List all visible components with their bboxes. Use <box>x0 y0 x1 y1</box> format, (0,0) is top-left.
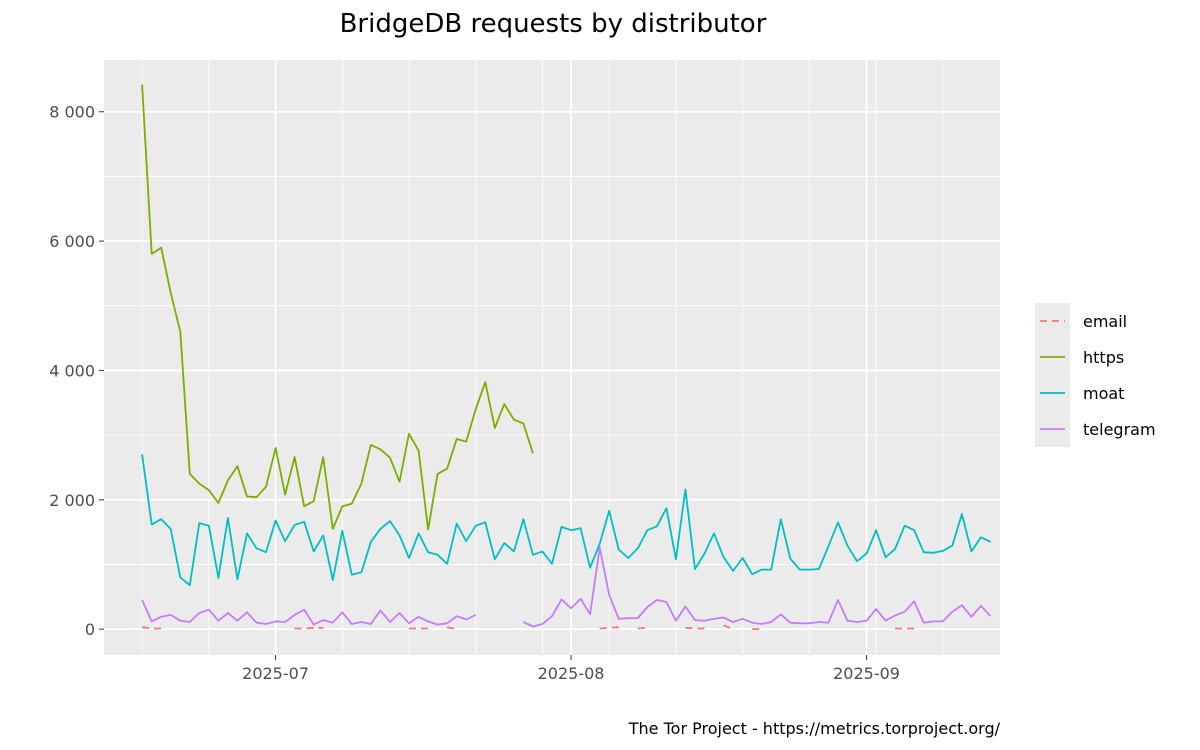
axes: 0 2 000 4 000 6 000 8 000 2025-07 2025-08 2025-… <box>49 103 900 683</box>
series-line-https <box>141 84 534 531</box>
grid <box>104 60 1000 655</box>
y-tick-label: 6 000 <box>49 232 95 251</box>
series-lines <box>141 84 992 630</box>
legend-label-email: email <box>1083 312 1127 331</box>
chart-caption: The Tor Project - https://metrics.torpro… <box>628 719 1001 738</box>
x-tick-label: 2025-07 <box>242 664 309 683</box>
series-line-moat <box>141 454 991 587</box>
legend-label-https: https <box>1083 348 1124 367</box>
chart-title: BridgeDB requests by distributor <box>340 9 767 39</box>
legend-label-moat: moat <box>1083 384 1124 403</box>
y-tick-label: 2 000 <box>49 491 95 510</box>
legend: email https moat telegram <box>1035 303 1156 447</box>
x-tick-label: 2025-08 <box>538 664 605 683</box>
series-line-email <box>141 624 915 630</box>
series-line-telegram <box>141 546 992 628</box>
plot-panel <box>104 60 1000 655</box>
y-tick-label: 0 <box>85 620 95 639</box>
x-tick-label: 2025-09 <box>833 664 900 683</box>
legend-label-telegram: telegram <box>1083 420 1156 439</box>
y-tick-label: 4 000 <box>49 361 95 380</box>
y-tick-label: 8 000 <box>49 103 95 122</box>
